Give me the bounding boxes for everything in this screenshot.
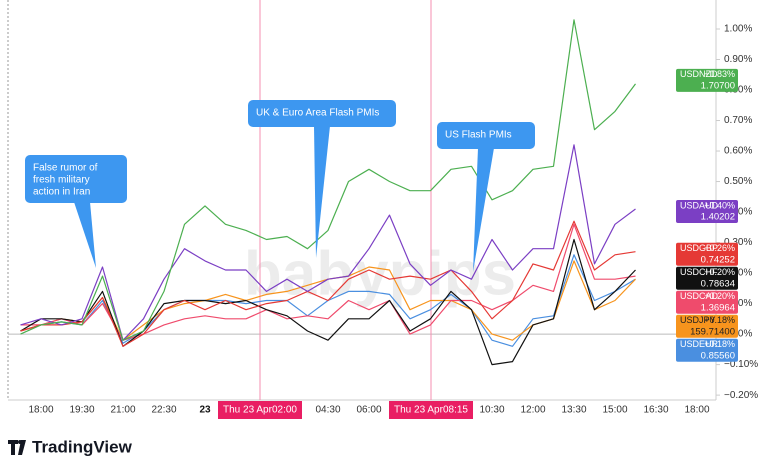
annotation: UK & Euro Area Flash PMIs xyxy=(248,100,396,258)
badge-change: +0.40% xyxy=(704,200,735,210)
badge-change: +0.18% xyxy=(704,339,735,349)
y-tick-label: 1.00% xyxy=(724,24,752,35)
y-tick-label: 0.70% xyxy=(724,115,752,126)
time-marker-time: 08:15 xyxy=(443,405,468,416)
callout-text: False rumor of xyxy=(33,163,98,174)
badge-name: USDAUD xyxy=(680,200,719,210)
x-tick-label: 18:00 xyxy=(684,405,709,416)
badge-price: 0.74252 xyxy=(701,254,735,265)
time-marker-date: Thu 23 Apr xyxy=(223,405,273,416)
annotation: US Flash PMIs xyxy=(437,122,535,272)
callout-pointer xyxy=(473,148,494,272)
series-line xyxy=(20,220,636,347)
callout-box xyxy=(437,122,535,149)
footer: TradingView xyxy=(8,437,133,456)
badge xyxy=(676,314,738,338)
x-tick-label: 15:00 xyxy=(602,405,627,416)
watermark: babypips xyxy=(244,239,516,308)
callout-text: US Flash PMIs xyxy=(445,130,512,141)
callout-text: fresh military xyxy=(33,175,90,186)
callout-box xyxy=(25,155,127,203)
badge-name: USDCAD xyxy=(680,291,719,301)
badge xyxy=(676,68,738,92)
badge xyxy=(676,242,738,266)
y-tick-label: 0.40% xyxy=(724,207,752,218)
y-tick-label: −0.20% xyxy=(724,390,758,401)
badge-price: 1.40202 xyxy=(701,212,735,223)
callout-box xyxy=(248,100,396,127)
x-tick-label: 19:30 xyxy=(69,405,94,416)
brand: TradingView xyxy=(32,437,133,456)
x-tick-label: 10:30 xyxy=(479,405,504,416)
badge-name: USDNZD xyxy=(680,69,718,79)
badge-name: USDGBP xyxy=(680,243,718,253)
y-tick-label: −0.10% xyxy=(724,359,758,370)
x-tick-label: 04:30 xyxy=(315,405,340,416)
y-tick-label: 0.50% xyxy=(724,176,752,187)
time-marker-date: Thu 23 Apr xyxy=(394,405,444,416)
x-tick-label: 22:30 xyxy=(151,405,176,416)
badge-price: 0.78634 xyxy=(701,278,735,289)
badge xyxy=(676,200,738,224)
y-tick-label: 0.00% xyxy=(724,329,752,340)
badge xyxy=(676,338,738,362)
time-marker-box xyxy=(218,401,302,419)
x-tick-label: 06:00 xyxy=(356,405,381,416)
callout-pointer xyxy=(314,126,330,258)
time-marker-box xyxy=(389,401,473,419)
badge-change: +0.20% xyxy=(704,291,735,301)
x-tick-label: 13:30 xyxy=(561,405,586,416)
badge-change: +0.83% xyxy=(704,69,735,79)
badge xyxy=(676,266,738,290)
callout-text: action in Iran xyxy=(33,187,90,198)
badge-name: USDCHF xyxy=(680,267,718,277)
badge-change: +0.26% xyxy=(704,243,735,253)
x-tick-label: 18:00 xyxy=(28,405,53,416)
logo-dot xyxy=(18,440,22,444)
badge-change: +0.18% xyxy=(704,315,735,325)
badge-change: +0.20% xyxy=(704,267,735,277)
badge xyxy=(676,290,738,314)
y-tick-label: 0.60% xyxy=(724,146,752,157)
series-line xyxy=(20,19,636,341)
callout-pointer xyxy=(74,202,96,268)
x-tick-label: 16:30 xyxy=(643,405,668,416)
badge-name: USDJPY xyxy=(680,315,716,325)
y-tick-label: 0.30% xyxy=(724,237,752,248)
badge-name: USDEUR xyxy=(680,339,719,349)
x-tick-label: 12:00 xyxy=(520,405,545,416)
logo xyxy=(8,440,26,455)
callout-text: UK & Euro Area Flash PMIs xyxy=(256,108,379,119)
badge-price: 1.36964 xyxy=(701,302,735,313)
y-tick-label: 0.90% xyxy=(724,54,752,65)
x-tick-label: 23 xyxy=(199,405,211,416)
badge-price: 1.70700 xyxy=(701,80,735,91)
badge-price: 159.71400 xyxy=(690,326,735,337)
y-tick-label: 0.20% xyxy=(724,268,752,279)
time-marker-time: 02:00 xyxy=(272,405,297,416)
badge-price: 0.85560 xyxy=(701,350,735,361)
x-tick-label: 21:00 xyxy=(110,405,135,416)
y-tick-label: 0.10% xyxy=(724,298,752,309)
y-tick-label: 0.80% xyxy=(724,85,752,96)
